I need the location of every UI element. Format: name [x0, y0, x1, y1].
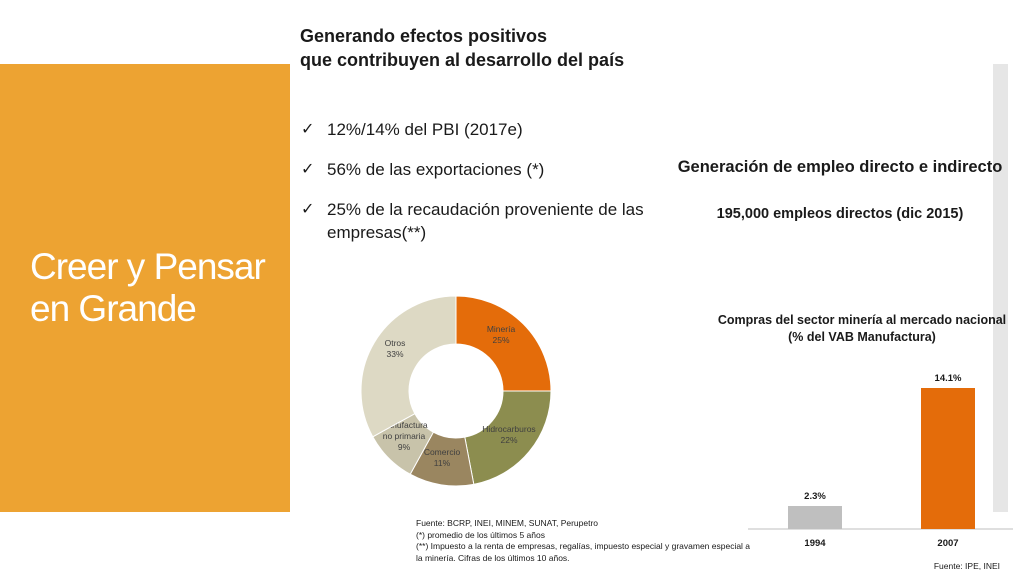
bar-value-label: 2.3%	[804, 491, 826, 502]
donut-label-hidrocarburos: Hidrocarburos 22%	[482, 424, 535, 445]
main-heading-line-1: Generando efectos positivos	[300, 26, 548, 46]
bar-1994	[788, 506, 842, 529]
bar-category-label: 1994	[804, 538, 826, 549]
source-line: (**) Impuesto a la renta de empresas, re…	[416, 541, 751, 551]
main-heading: Generando efectos positivos que contribu…	[300, 24, 624, 72]
main-heading-line-2: que contribuyen al desarrollo del país	[300, 50, 625, 70]
bullet-item: ✓ 25% de la recaudación proveniente de l…	[300, 198, 645, 244]
donut-label-mineria: Minería 25%	[487, 324, 516, 345]
right-white-strip	[1008, 64, 1024, 512]
bullet-list: ✓ 12%/14% del PBI (2017e) ✓ 56% de las e…	[300, 118, 645, 261]
source-line: (*) promedio de los últimos 5 años	[416, 529, 545, 540]
empleo-title: Generación de empleo directo e indirecto	[677, 158, 1003, 176]
donut-slice-hidrocarburos	[464, 390, 552, 485]
side-title: Creer y Pensar en Grande	[30, 246, 266, 329]
bar-2007	[921, 388, 975, 529]
checkmark-icon: ✓	[301, 121, 315, 138]
bullet-text: 56% de las exportaciones (*)	[327, 160, 545, 179]
source-line: Fuente: BCRP, INEI, MINEM, SUNAT, Perupe…	[416, 518, 599, 528]
side-panel	[0, 64, 290, 512]
bar-chart-source: Fuente: IPE, INEI	[933, 561, 1000, 571]
empleo-subtitle: 195,000 empleos directos (dic 2015)	[716, 206, 964, 222]
bar-chart-title-line-1: Compras del sector minería al mercado na…	[717, 313, 1007, 327]
checkmark-icon: ✓	[301, 161, 315, 178]
donut-slice-otros	[360, 295, 457, 438]
checkmark-icon: ✓	[301, 201, 315, 218]
bar-value-label: 14.1%	[935, 373, 962, 384]
donut-label-comercio: Comercio 11%	[424, 447, 461, 468]
bullet-text: 12%/14% del PBI (2017e)	[327, 120, 523, 139]
bullet-text: 25% de la recaudación proveniente de las…	[327, 200, 644, 242]
donut-label-otros: Otros 33%	[385, 338, 406, 359]
source-line: la minería. Cifras de los últimos 10 año…	[416, 552, 570, 563]
donut-label-manufactura: Manufactura no primaria 9%	[380, 420, 428, 452]
bullet-item: ✓ 12%/14% del PBI (2017e)	[300, 118, 645, 141]
donut-slice-mineria	[455, 295, 552, 392]
source-notes: Fuente: BCRP, INEI, MINEM, SUNAT, Perupe…	[416, 518, 776, 564]
bar-chart-title: Compras del sector minería al mercado na…	[700, 312, 1024, 346]
bar-category-label: 2007	[937, 538, 958, 549]
bar-chart-title-line-2: (% del VAB Manufactura)	[788, 330, 936, 344]
bullet-item: ✓ 56% de las exportaciones (*)	[300, 158, 645, 181]
